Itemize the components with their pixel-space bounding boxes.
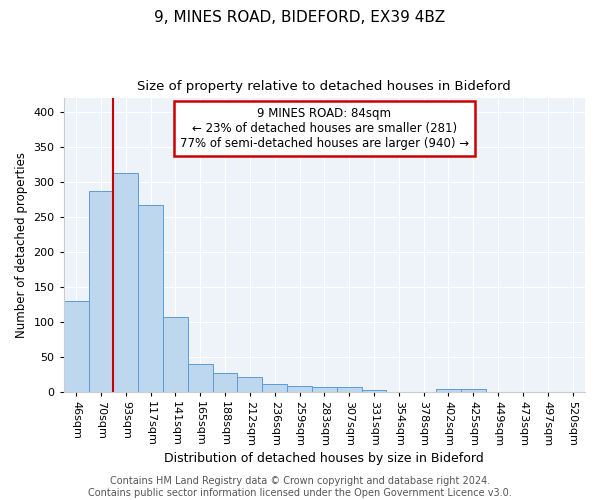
Bar: [238, 377, 262, 392]
Bar: [262, 384, 287, 392]
Y-axis label: Number of detached properties: Number of detached properties: [15, 152, 28, 338]
Bar: [163, 318, 188, 392]
Bar: [113, 173, 138, 392]
Bar: [337, 388, 362, 392]
Text: 9, MINES ROAD, BIDEFORD, EX39 4BZ: 9, MINES ROAD, BIDEFORD, EX39 4BZ: [154, 10, 446, 25]
Bar: [461, 389, 486, 392]
Title: Size of property relative to detached houses in Bideford: Size of property relative to detached ho…: [137, 80, 511, 93]
Bar: [138, 206, 163, 392]
Bar: [89, 192, 113, 392]
X-axis label: Distribution of detached houses by size in Bideford: Distribution of detached houses by size …: [164, 452, 484, 465]
Text: 9 MINES ROAD: 84sqm
← 23% of detached houses are smaller (281)
77% of semi-detac: 9 MINES ROAD: 84sqm ← 23% of detached ho…: [180, 107, 469, 150]
Bar: [312, 386, 337, 392]
Bar: [436, 389, 461, 392]
Bar: [287, 386, 312, 392]
Bar: [362, 390, 386, 392]
Text: Contains HM Land Registry data © Crown copyright and database right 2024.
Contai: Contains HM Land Registry data © Crown c…: [88, 476, 512, 498]
Bar: [188, 364, 212, 392]
Bar: [212, 374, 238, 392]
Bar: [64, 302, 89, 392]
